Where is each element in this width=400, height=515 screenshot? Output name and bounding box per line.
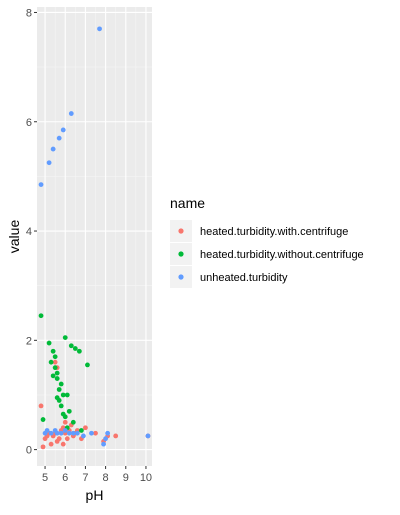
x-tick-label: 6	[62, 472, 68, 484]
y-axis-title: value	[6, 220, 22, 254]
data-point	[62, 419, 68, 425]
data-point	[89, 430, 94, 436]
data-point	[64, 392, 70, 398]
y-tick-label: 8	[26, 7, 32, 19]
data-point	[145, 433, 151, 439]
x-axis-title: pH	[86, 487, 104, 503]
x-tick-label: 7	[82, 472, 88, 484]
data-point	[58, 430, 64, 436]
data-point	[103, 436, 108, 442]
data-point	[58, 381, 64, 387]
data-point	[54, 370, 60, 376]
data-point	[52, 359, 58, 365]
data-point	[105, 430, 111, 436]
data-point	[54, 395, 60, 401]
data-point	[56, 387, 62, 392]
data-point	[48, 359, 54, 365]
data-point	[78, 428, 84, 433]
data-point	[52, 354, 58, 360]
y-tick-label: 6	[26, 117, 32, 129]
data-point	[54, 430, 60, 436]
data-point	[38, 313, 44, 319]
legend-key-point	[178, 251, 184, 257]
data-point	[97, 26, 102, 32]
data-point	[56, 135, 62, 141]
data-point	[60, 127, 66, 133]
data-point	[60, 441, 66, 447]
y-axis-ticks: 0 2 4 6 8	[26, 7, 37, 457]
legend-key-point	[178, 228, 184, 234]
data-point	[70, 419, 76, 425]
data-point	[62, 335, 68, 340]
data-point	[64, 436, 70, 442]
y-tick-label: 4	[26, 226, 32, 238]
x-tick-label: 10	[140, 472, 152, 484]
data-points	[38, 26, 151, 450]
data-point	[76, 348, 82, 354]
data-point	[56, 436, 62, 442]
data-point	[40, 444, 46, 450]
legend-entry-label: heated.turbidity.with.centrifuge	[200, 226, 348, 238]
data-point	[83, 425, 88, 431]
x-tick-label: 5	[42, 472, 48, 484]
data-point	[46, 160, 52, 166]
data-point	[60, 411, 66, 417]
data-point	[44, 428, 50, 433]
data-point	[68, 343, 74, 349]
panel-background	[37, 7, 152, 466]
y-tick-label: 0	[26, 445, 32, 457]
data-point	[60, 392, 66, 398]
data-point	[46, 340, 52, 346]
data-point	[72, 346, 78, 351]
data-point	[74, 430, 80, 436]
y-tick-label: 2	[26, 335, 32, 347]
legend-title: name	[170, 195, 205, 211]
legend-entry-label: heated.turbidity.without.centrifuge	[200, 249, 364, 261]
plot-panel	[37, 7, 152, 466]
data-point	[38, 182, 44, 187]
legend: name heated.turbidity.with.centrifuge hea…	[170, 195, 364, 288]
legend-entry-label: unheated.turbidity	[200, 272, 288, 284]
data-point	[113, 433, 119, 439]
data-point	[50, 348, 56, 354]
data-point	[40, 417, 46, 422]
data-point	[81, 433, 86, 439]
data-point	[62, 428, 68, 433]
data-point	[66, 430, 72, 436]
data-point	[58, 403, 64, 409]
x-axis-ticks: 5 6 7 8 9 10	[42, 466, 152, 484]
data-point	[93, 430, 98, 436]
data-point	[38, 403, 44, 409]
legend-key-point	[178, 274, 184, 280]
data-point	[50, 373, 56, 379]
data-point	[54, 376, 60, 381]
data-point	[70, 430, 76, 436]
data-point	[50, 146, 56, 152]
data-point	[52, 365, 58, 371]
data-point	[66, 408, 72, 414]
data-point	[48, 430, 54, 436]
data-point	[85, 362, 90, 368]
x-tick-label: 8	[103, 472, 109, 484]
data-point	[101, 441, 106, 447]
x-tick-label: 9	[123, 472, 129, 484]
data-point	[68, 111, 74, 116]
data-point	[48, 441, 54, 447]
